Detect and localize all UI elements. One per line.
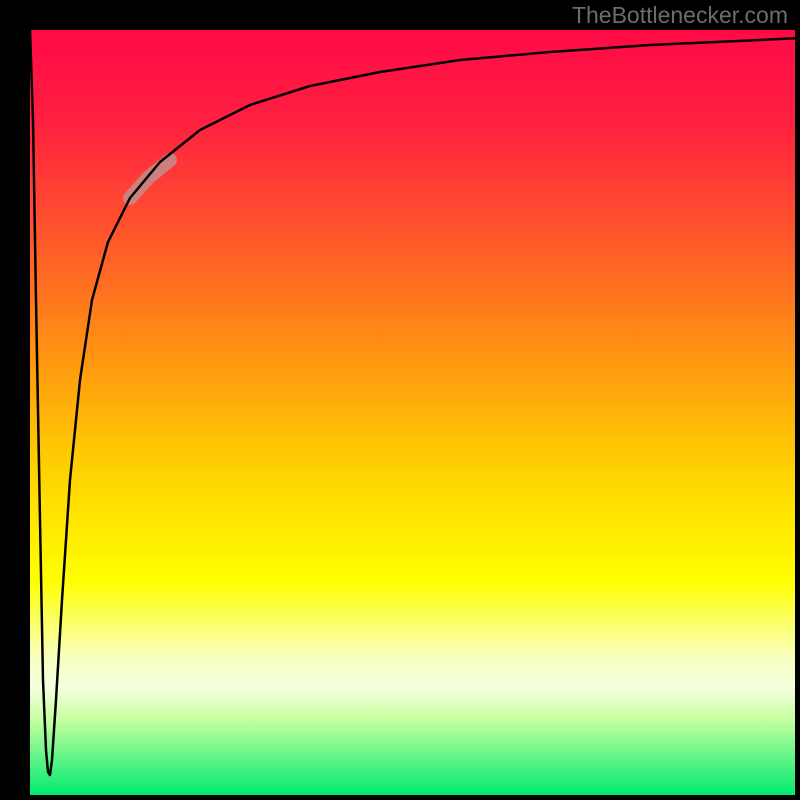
bottleneck-chart: TheBottlenecker.com: [0, 0, 800, 800]
chart-svg: [0, 0, 800, 800]
attribution-label: TheBottlenecker.com: [572, 2, 788, 29]
gradient-background: [30, 30, 795, 795]
